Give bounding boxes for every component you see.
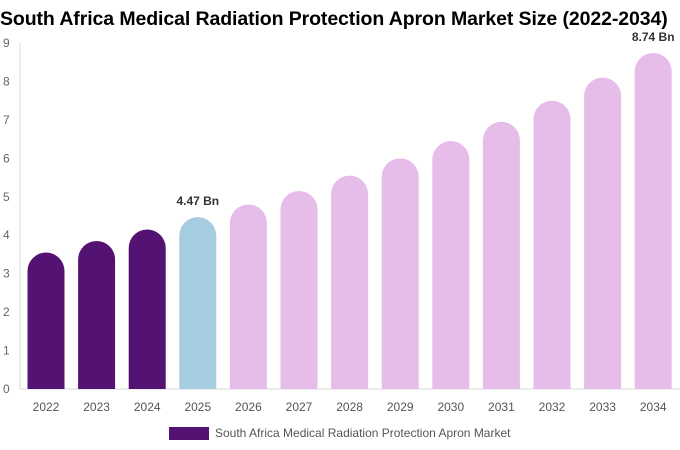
x-tick-label: 2028 [336, 400, 363, 414]
bar-2028 [331, 175, 369, 389]
y-tick-label: 9 [3, 36, 10, 50]
legend-swatch [169, 426, 209, 440]
x-tick-label: 2029 [387, 400, 414, 414]
x-tick-label: 2034 [640, 400, 667, 414]
bar-2031 [482, 121, 520, 389]
bar-2025 [179, 217, 217, 389]
bar-2033 [584, 77, 622, 389]
y-tick-label: 6 [3, 151, 10, 165]
x-tick-label: 2027 [286, 400, 313, 414]
bar-2030 [432, 141, 470, 389]
data-label: 4.47 Bn [176, 194, 219, 208]
y-tick-label: 1 [3, 344, 10, 358]
data-label: 8.74 Bn [632, 30, 675, 44]
legend: South Africa Medical Radiation Protectio… [169, 426, 511, 440]
y-tick-label: 3 [3, 267, 10, 281]
legend-label: South Africa Medical Radiation Protectio… [215, 426, 511, 440]
x-tick-label: 2023 [83, 400, 110, 414]
x-tick-label: 2025 [184, 400, 211, 414]
x-tick-label: 2033 [589, 400, 616, 414]
bar-2023 [78, 240, 116, 389]
x-tick-label: 2026 [235, 400, 262, 414]
y-tick-label: 4 [3, 228, 10, 242]
y-tick-label: 5 [3, 190, 10, 204]
x-tick-label: 2022 [33, 400, 60, 414]
bar-2032 [533, 100, 571, 389]
bar-2027 [280, 191, 318, 389]
bar-2026 [229, 204, 267, 389]
x-tick-label: 2030 [437, 400, 464, 414]
bar-2024 [128, 229, 166, 389]
x-tick-label: 2024 [134, 400, 161, 414]
y-tick-label: 7 [3, 113, 10, 127]
y-tick-label: 8 [3, 74, 10, 88]
bar-2022 [27, 252, 65, 389]
y-tick-label: 0 [3, 382, 10, 396]
y-tick-label: 2 [3, 305, 10, 319]
x-tick-label: 2032 [539, 400, 566, 414]
chart-title: South Africa Medical Radiation Protectio… [0, 8, 668, 30]
x-tick-label: 2031 [488, 400, 515, 414]
bar-2029 [381, 158, 419, 389]
bar-2034 [634, 52, 672, 390]
